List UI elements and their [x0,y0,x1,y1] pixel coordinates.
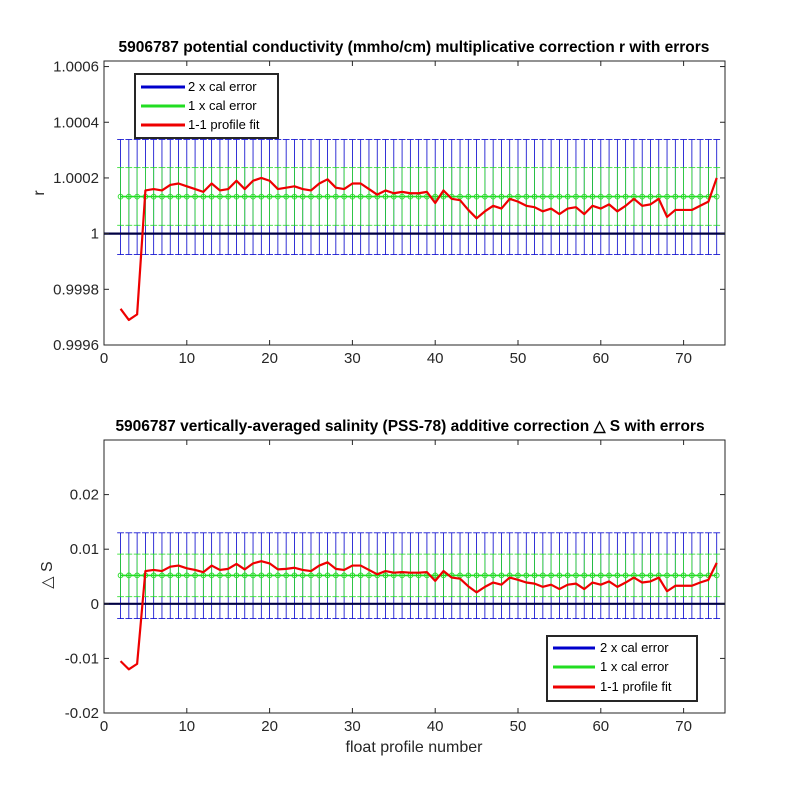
profile-fit-line [119,176,718,322]
y-tick-label: 1.0006 [53,59,99,76]
chart-title: 5906787 vertically-averaged salinity (PS… [115,418,704,435]
y-tick-label: 1.0002 [53,170,99,187]
conductivity-correction-chart: 5906787 potential conductivity (mmho/cm)… [31,39,726,367]
y-axis-label: r [31,190,48,196]
x-tick-label: 70 [675,718,692,735]
axes-frame [103,60,726,346]
x-tick-label: 40 [427,350,444,367]
y-tick-label: 0.02 [70,487,99,504]
x-tick-label: 60 [592,350,609,367]
legend-label-profile-fit: 1-1 profile fit [600,679,672,694]
axes-frame [103,439,726,714]
x-tick-label: 70 [675,350,692,367]
x-tick-label: 30 [344,350,361,367]
x-tick-label: 10 [178,350,195,367]
x-tick-label: 20 [261,718,278,735]
y-tick-label: 1.0004 [53,114,99,131]
y-tick-label: 0 [91,596,99,613]
profile-fit-line [119,560,718,671]
legend-label-profile-fit: 1-1 profile fit [188,117,260,132]
x-tick-label: 60 [592,718,609,735]
plot-area: 0 10 20 30 40 50 60 70 0.9996 0.9998 1 1.0002 1.0004… [53,59,726,367]
legend: 2 x cal error 1 x cal error 1-1 profile … [546,635,698,702]
legend-label-2x-cal: 2 x cal error [600,640,669,655]
legend-label-2x-cal: 2 x cal error [188,79,257,94]
y-tick-label: 1 [91,226,99,243]
y-tick-label: 0.01 [70,541,99,558]
x-tick-label: 20 [261,350,278,367]
y-tick-label: 0.9996 [53,337,99,354]
y-tick-label: -0.01 [65,650,99,667]
legend-label-1x-cal: 1 x cal error [600,659,669,674]
legend: 2 x cal error 1 x cal error 1-1 profile … [134,73,279,139]
y-tick-label: 0.9998 [53,281,99,298]
x-tick-label: 0 [100,718,108,735]
salinity-correction-chart: 5906787 vertically-averaged salinity (PS… [39,418,726,756]
y-tick-label: -0.02 [65,705,99,722]
legend-label-1x-cal: 1 x cal error [188,98,257,113]
y-axis-label: △ S [39,561,56,588]
plot-area: 0 10 20 30 40 50 60 70 -0.02 -0.01 0 0.01 0.02 [65,439,726,735]
x-axis-label: float profile number [346,739,484,756]
x-tick-label: 30 [344,718,361,735]
x-tick-label: 10 [178,718,195,735]
x-tick-label: 0 [100,350,108,367]
x-tick-label: 50 [510,350,527,367]
x-tick-label: 50 [510,718,527,735]
chart-title: 5906787 potential conductivity (mmho/cm)… [119,39,710,56]
x-tick-label: 40 [427,718,444,735]
